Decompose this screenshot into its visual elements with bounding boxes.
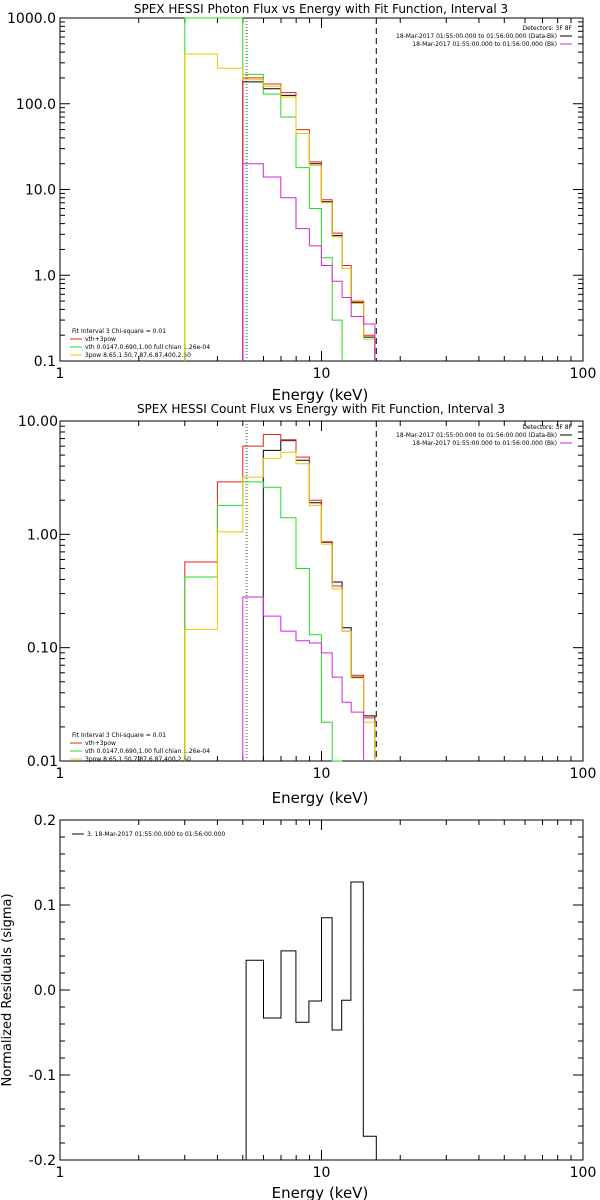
photon-flux-panel: SPEX HESSI Photon Flux vs Energy with Fi… (7, 2, 596, 404)
y-tick-label: 10.00 (18, 414, 58, 430)
y-tick-label: 0.01 (27, 754, 58, 770)
x-tick-label: 1 (56, 366, 65, 382)
series-5-line (242, 596, 365, 761)
series-1-line (245, 881, 377, 1160)
y-tick-label: 10.0 (25, 183, 56, 199)
panel2-legend-bl-line-1: vth+3pow (85, 740, 116, 747)
panel3-legend-line-1: 3. 18-Mar-2017 01:55:00.000 to 01:56:00.… (87, 831, 225, 838)
y-tick-label: 100.0 (16, 97, 56, 113)
panel1-legend-tr-line-1: 18-Mar-2017 01:55:00.000 to 01:56:00.000… (396, 33, 557, 40)
panel1-legend-bl-header: Fit Interval 3 Chi-square = 0.01 (72, 328, 166, 335)
panel1-legend-bl-line-3: 3pow 8.65,1.50,7.87,6.87,400,2.50 (85, 352, 191, 359)
panel2-legend-tr-line-2: 18-Mar-2017 01:55:00.000 to 01:56:00.000… (412, 440, 557, 447)
y-tick-label: 1.00 (27, 527, 58, 543)
series-4-line (184, 451, 376, 761)
y-tick-label: 1000.0 (7, 11, 56, 27)
panel1-legend-bl-line-1: vth+3pow (85, 336, 116, 343)
y-tick-label: 0.10 (27, 641, 58, 657)
panel2-legend-tr-header: Detectors: 3F 8F (522, 424, 572, 431)
y-tick-label: 0.2 (34, 813, 56, 829)
panel1-legend-tr-header: Detectors: 3F 8F (522, 25, 572, 32)
x-tick-label: 10 (313, 766, 331, 782)
x-tick-label: 1 (56, 766, 65, 782)
panel3-x-axis-label: Energy (keV) (272, 1184, 369, 1200)
count-flux-panel: SPEX HESSI Count Flux vs Energy with Fit… (18, 402, 596, 807)
x-tick-label: 100 (570, 1165, 597, 1181)
panel2-legend-bl-header: Fit Interval 3 Chi-square = 0.01 (72, 732, 166, 739)
panel2-legend-tr-line-1: 18-Mar-2017 01:55:00.000 to 01:56:00.000… (396, 432, 557, 439)
panel1-title: SPEX HESSI Photon Flux vs Energy with Fi… (134, 2, 508, 16)
panel2-legend-bl-line-2: vth 0.0147,0.690,1.00 full chian 1.26e-0… (85, 748, 210, 755)
x-tick-label: 100 (570, 766, 597, 782)
x-tick-label: 10 (313, 366, 331, 382)
panel3-y-axis-label: Normalized Residuals (sigma) (0, 893, 15, 1086)
y-tick-label: 1.0 (34, 268, 56, 284)
residuals-panel: Energy (keV) Normalized Residuals (sigma… (0, 813, 596, 1200)
x-tick-label: 100 (570, 366, 597, 382)
panel1-x-axis-label: Energy (keV) (272, 386, 369, 404)
series-3-line (184, 481, 343, 762)
series-5-line (242, 163, 376, 361)
y-tick-label: -0.2 (29, 1153, 56, 1169)
panel2-legend-bl-line-3: 3pow 8.65,1.50,7.87,6.87,400,2.50 (85, 756, 191, 763)
x-tick-label: 10 (313, 1165, 331, 1181)
panel1-legend-tr-line-2: 18-Mar-2017 01:55:00.000 to 01:56:00.000… (412, 41, 557, 48)
y-tick-label: 0.1 (34, 354, 56, 370)
x-tick-label: 1 (56, 1165, 65, 1181)
y-tick-label: -0.1 (29, 1068, 56, 1084)
panel1-legend-bl-line-2: vth 0.0147,0.690,1.00 full chian 1.26e-0… (85, 344, 210, 351)
y-tick-label: 0.1 (34, 898, 56, 914)
panel2-title: SPEX HESSI Count Flux vs Energy with Fit… (137, 402, 505, 416)
panel2-x-axis-label: Energy (keV) (272, 789, 369, 807)
y-tick-label: 0.0 (34, 983, 56, 999)
